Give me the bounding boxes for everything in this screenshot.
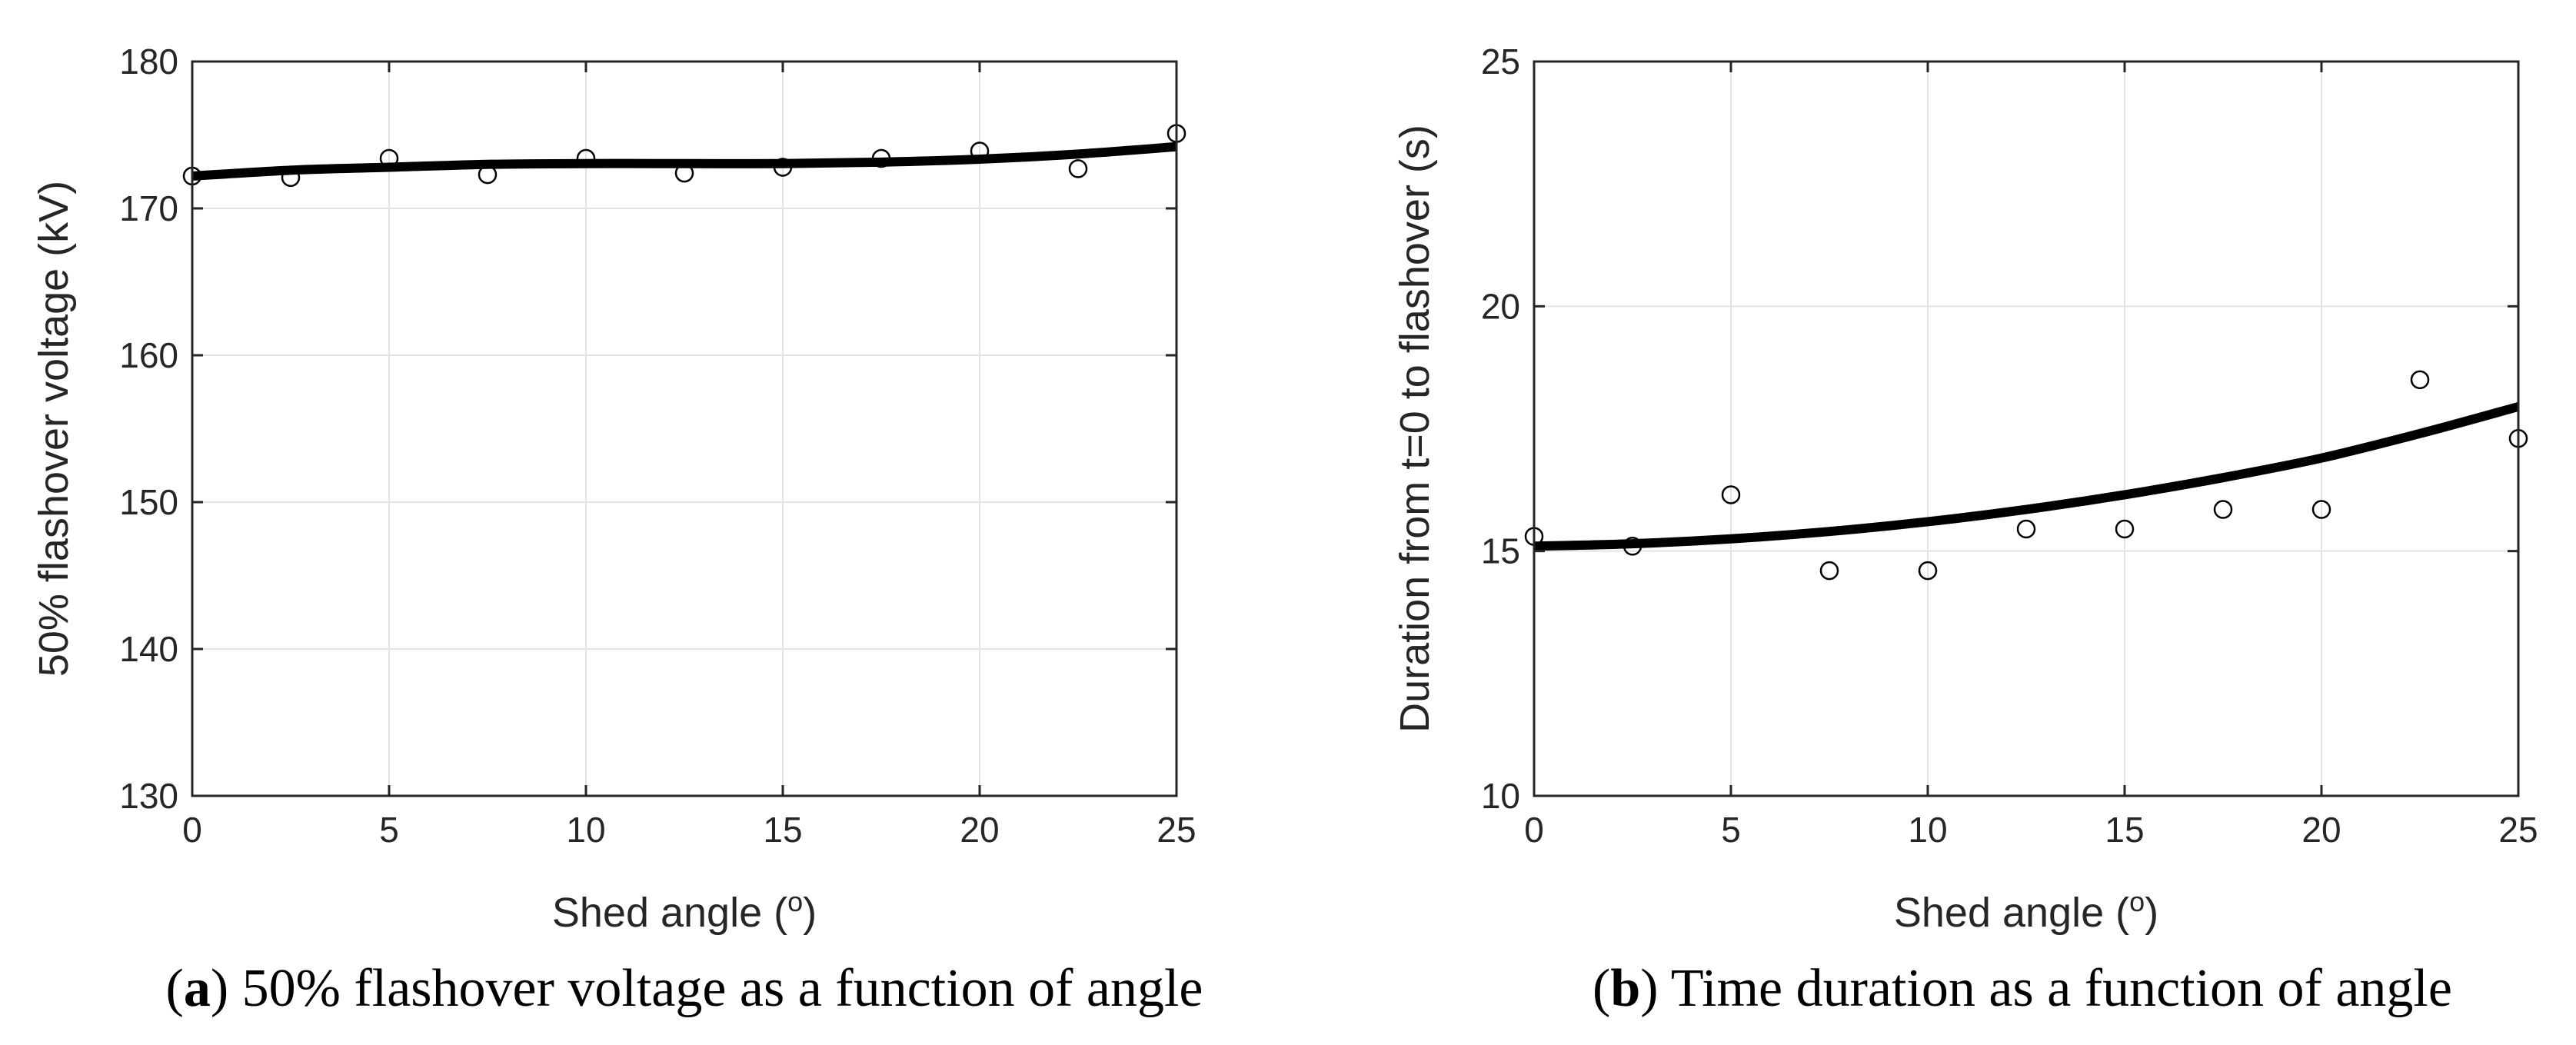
panel-b-fit-curve bbox=[1533, 402, 2520, 551]
panel-a-caption-text: 50% flashover voltage as a function of a… bbox=[228, 959, 1203, 1018]
panel-a-y-tick-label: 160 bbox=[119, 335, 178, 375]
panel-b-x-axis-label-end: ) bbox=[2145, 890, 2158, 936]
panel-b-x-axis-label: Shed angle (o) bbox=[1894, 886, 2158, 936]
panel-a-data-point bbox=[576, 148, 596, 168]
panel-b-ticks: 0 5 10 15 20 25 10 15 20 25 bbox=[1481, 42, 2538, 850]
panel-a-y-tick-label: 130 bbox=[119, 776, 178, 816]
panel-b-x-axis-label-superscript: o bbox=[2129, 886, 2145, 917]
panel-a-data-point bbox=[478, 165, 498, 185]
panel-a-frame bbox=[191, 60, 1178, 797]
panel-b-y-axis-label: Duration from t=0 to flashover (s) bbox=[1392, 125, 1438, 733]
panel-b-caption-label: b bbox=[1610, 959, 1640, 1018]
panel-a-caption-label: a bbox=[184, 959, 211, 1018]
panel-a-x-tick-label: 10 bbox=[566, 810, 605, 850]
panel-b-data-point bbox=[1819, 561, 1839, 581]
panel-a-x-tick-label: 20 bbox=[960, 810, 999, 850]
panel-a-y-tick-label: 170 bbox=[119, 188, 178, 228]
panel-b-data-point bbox=[2115, 519, 2135, 539]
panel-b-data-point bbox=[2311, 500, 2331, 519]
panel-a-fit bbox=[191, 141, 1177, 181]
panel-b-data-point bbox=[2410, 370, 2430, 390]
panel-a-x-tick-label: 25 bbox=[1157, 810, 1196, 850]
panel-b-frame bbox=[1533, 60, 2520, 797]
panel-a-y-tick-label: 140 bbox=[119, 629, 178, 669]
panel-a-x-axis-label-superscript: o bbox=[787, 886, 803, 917]
panel-b-data-point bbox=[1622, 537, 1642, 556]
panel-b-x-tick-label: 20 bbox=[2301, 810, 2341, 850]
panel-b-caption: (b) Time duration as a function of angle bbox=[1593, 959, 2452, 1018]
panel-b-data-point bbox=[2016, 519, 2036, 539]
panel-b-grid bbox=[1533, 61, 2519, 797]
panel-a-x-axis-label: Shed angle (o) bbox=[552, 886, 817, 936]
panel-b-y-tick-label: 20 bbox=[1481, 286, 1520, 326]
panel-a-y-axis-label: 50% flashover voltage (kV) bbox=[31, 181, 77, 677]
panel-a-fit-curve bbox=[191, 141, 1177, 181]
panel-a-data-point bbox=[970, 141, 990, 161]
panel-a-x-axis-label-main: Shed angle ( bbox=[552, 890, 787, 936]
panel-a-chart: 0 5 10 15 20 25 130 140 150 160 170 180 50% flashov… bbox=[31, 42, 1203, 1018]
panel-b-x-tick-label: 25 bbox=[2498, 810, 2538, 850]
panel-a-y-tick-label: 180 bbox=[119, 42, 178, 82]
panel-a-x-tick-label: 15 bbox=[763, 810, 802, 850]
panel-b-x-tick-label: 5 bbox=[1721, 810, 1741, 850]
panel-b-x-axis-label-main: Shed angle ( bbox=[1894, 890, 2129, 936]
panel-b-y-tick-label: 15 bbox=[1481, 531, 1520, 571]
panel-b-fit bbox=[1533, 402, 2520, 551]
panel-b-y-tick-label: 10 bbox=[1481, 776, 1520, 816]
panel-a-y-tick-label: 150 bbox=[119, 482, 178, 522]
panel-b-data-point bbox=[1721, 485, 1741, 504]
panel-a-data-point bbox=[379, 148, 399, 168]
panel-b-chart: 0 5 10 15 20 25 10 15 20 25 Duration from t=0 to … bbox=[1392, 42, 2538, 1018]
panel-a-ticks: 0 5 10 15 20 25 130 140 150 160 170 180 bbox=[119, 42, 1196, 850]
panel-b-caption-text: Time duration as a function of angle bbox=[1659, 959, 2452, 1018]
panel-b-data-point bbox=[1918, 561, 1938, 581]
panel-a-data-point bbox=[1068, 159, 1088, 178]
panel-a-data-point bbox=[871, 148, 891, 168]
panel-a-x-tick-label: 5 bbox=[379, 810, 399, 850]
panel-a-data-point bbox=[674, 163, 694, 183]
panel-b-x-tick-label: 0 bbox=[1524, 810, 1544, 850]
panel-b-x-tick-label: 15 bbox=[2105, 810, 2144, 850]
panel-a-data-point bbox=[773, 158, 793, 177]
panel-b-y-tick-label: 25 bbox=[1481, 42, 1520, 82]
panel-a-caption: (a) 50% flashover voltage as a function … bbox=[166, 959, 1203, 1018]
panel-a-x-tick-label: 0 bbox=[182, 810, 202, 850]
panel-b-x-tick-label: 10 bbox=[1908, 810, 1947, 850]
panel-b-data-point bbox=[2213, 500, 2233, 519]
panel-b-markers bbox=[1524, 370, 2528, 581]
panel-a-data-point bbox=[281, 168, 301, 188]
panel-a-x-axis-label-end: ) bbox=[803, 890, 817, 936]
